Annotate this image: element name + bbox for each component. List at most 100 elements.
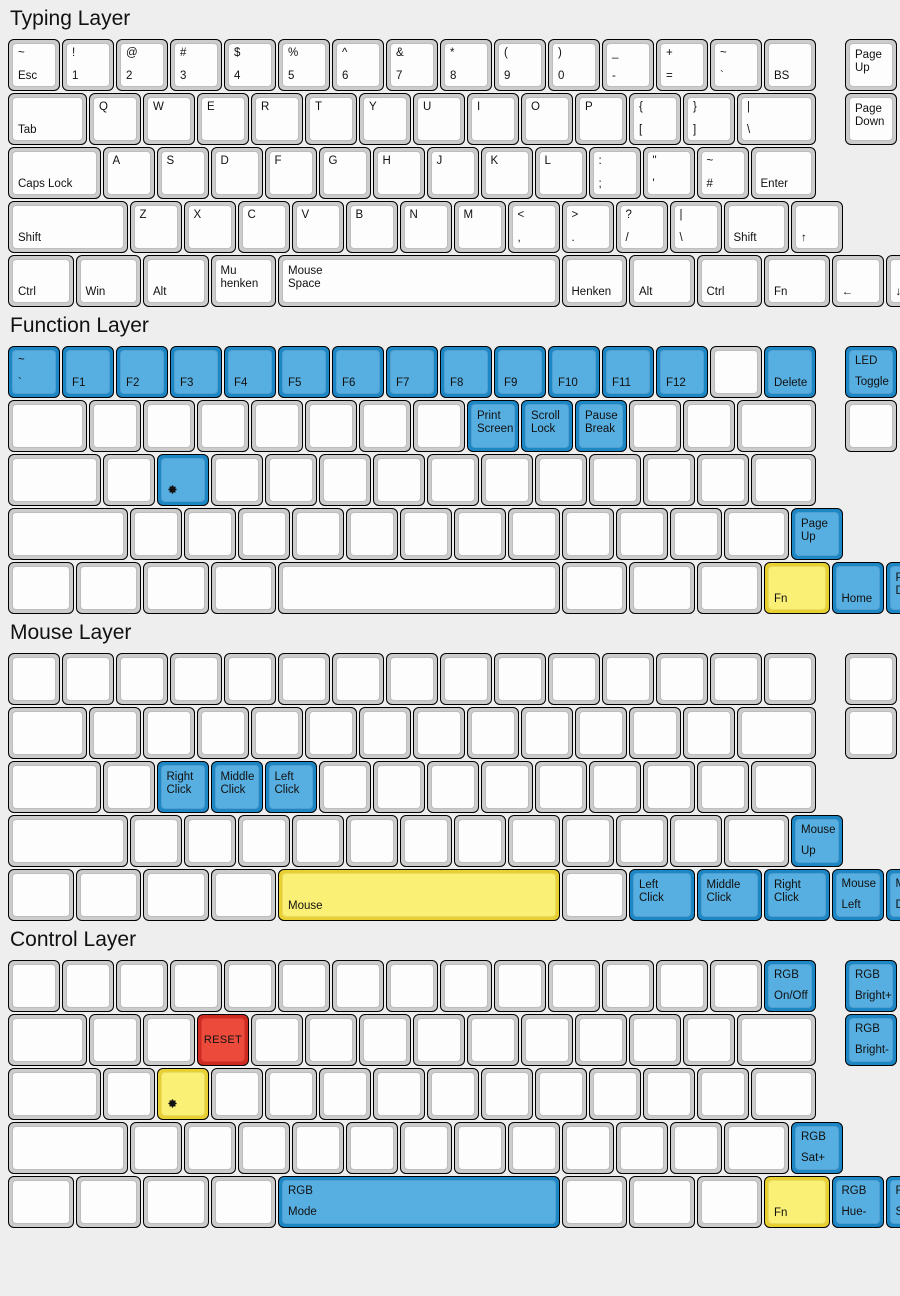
key-mouse[interactable]: Mouse [278,869,560,921]
key-rgb[interactable]: RGB Bright+ [845,960,897,1012]
key-left-click[interactable]: Left Click [264,761,317,813]
key-[interactable]: >. [561,201,614,253]
key-blank[interactable] [8,1176,74,1228]
key-blank[interactable] [440,960,492,1012]
key-blank[interactable] [143,869,209,921]
key-blank[interactable] [710,960,762,1012]
key-blank[interactable] [75,562,141,614]
key-f8[interactable]: F8 [440,346,492,398]
key-blank[interactable] [534,761,587,813]
key-blank[interactable] [143,1176,209,1228]
key-l[interactable]: L [534,147,587,199]
key-blank[interactable] [588,1068,641,1120]
key-blank[interactable] [683,1014,735,1066]
key-blank[interactable] [62,960,114,1012]
key-blank[interactable] [143,1014,195,1066]
key-blank[interactable] [656,960,708,1012]
key-blank[interactable] [332,960,384,1012]
key-5[interactable]: % 5 [278,39,330,91]
key-k[interactable]: K [480,147,533,199]
key-1[interactable]: ! 1 [62,39,114,91]
key-alt[interactable]: Alt [629,255,695,307]
key-blank[interactable] [359,1014,411,1066]
key-f9[interactable]: F9 [494,346,546,398]
key-f12[interactable]: F12 [656,346,708,398]
key-f2[interactable]: F2 [116,346,168,398]
key-f4[interactable]: F4 [224,346,276,398]
key-blank[interactable] [332,653,384,705]
key-blank[interactable] [237,508,290,560]
key-blank[interactable] [845,400,897,452]
key-blank[interactable] [102,1068,155,1120]
key-blank[interactable] [453,508,506,560]
key-blank[interactable] [426,454,479,506]
key-blank[interactable] [669,508,722,560]
key-blank[interactable] [210,869,276,921]
key-blank[interactable] [345,1122,398,1174]
key-blank[interactable] [480,761,533,813]
key-blank[interactable] [737,1014,816,1066]
key-blank[interactable] [359,400,411,452]
key-blank[interactable] [548,960,600,1012]
key-blank[interactable] [467,707,519,759]
key-blank[interactable] [318,761,371,813]
key-blank[interactable] [750,761,816,813]
key-blank[interactable] [696,1176,762,1228]
key-page-up[interactable]: Page Up [791,508,843,560]
key-w[interactable]: W [143,93,195,145]
key-blank[interactable] [845,707,897,759]
key-blank[interactable] [561,815,614,867]
key-settings[interactable] [156,1068,209,1120]
key-blank[interactable] [575,707,627,759]
key-blank[interactable] [615,1122,668,1174]
key-blank[interactable] [170,960,222,1012]
key-blank[interactable] [629,562,695,614]
key-blank[interactable] [305,1014,357,1066]
key-blank[interactable] [507,815,560,867]
key-blank[interactable] [710,653,762,705]
key-blank[interactable] [588,454,641,506]
key-blank[interactable] [197,400,249,452]
key-blank[interactable] [723,508,789,560]
key-blank[interactable] [129,1122,182,1174]
key-f5[interactable]: F5 [278,346,330,398]
key-blank[interactable] [318,1068,371,1120]
key-h[interactable]: H [372,147,425,199]
key-blank[interactable] [251,1014,303,1066]
key-blank[interactable] [210,1068,263,1120]
key-blank[interactable] [561,562,627,614]
key-blank[interactable] [386,653,438,705]
key-blank[interactable] [8,400,87,452]
key-mouse[interactable]: Mouse Left [831,869,884,921]
key-reset[interactable]: RESET [197,1014,249,1066]
key-delete[interactable]: Delete [764,346,816,398]
key-blank[interactable] [507,508,560,560]
key-blank[interactable] [507,1122,560,1174]
key-ctrl[interactable]: Ctrl [696,255,762,307]
key-s[interactable]: S [156,147,209,199]
key-blank[interactable] [440,653,492,705]
key-c[interactable]: C [237,201,290,253]
key-blank[interactable] [696,761,749,813]
key-blank[interactable] [345,508,398,560]
key-blank[interactable] [116,960,168,1012]
key-blank[interactable] [75,869,141,921]
key-mouse[interactable]: Mouse Down [885,869,900,921]
key-middle-click[interactable]: Middle Click [210,761,263,813]
key-blank[interactable] [170,653,222,705]
key-7[interactable]: & 7 [386,39,438,91]
key-blank[interactable] [575,1014,627,1066]
key-fn[interactable]: Fn [764,1176,830,1228]
key-print-screen[interactable]: Print Screen [467,400,519,452]
key-mouse[interactable]: Mouse Up [791,815,843,867]
key-blank[interactable] [521,1014,573,1066]
key-blank[interactable] [480,454,533,506]
key-blank[interactable] [359,707,411,759]
key-f10[interactable]: F10 [548,346,600,398]
key-shift[interactable]: Shift [8,201,128,253]
key-blank[interactable] [143,707,195,759]
key-blank[interactable] [318,454,371,506]
key-blank[interactable] [237,1122,290,1174]
key-i[interactable]: I [467,93,519,145]
key-blank[interactable] [669,815,722,867]
